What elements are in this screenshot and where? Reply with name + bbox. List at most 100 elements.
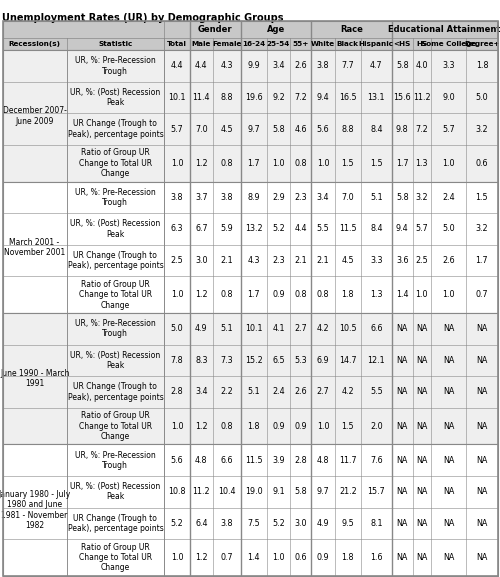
Text: 9.2: 9.2	[272, 93, 285, 102]
Bar	[66, 313, 164, 444]
Text: 1.5: 1.5	[476, 193, 488, 202]
Text: 5.2: 5.2	[170, 519, 183, 528]
Text: 6.6: 6.6	[220, 456, 233, 464]
Text: 8.3: 8.3	[195, 356, 207, 365]
Text: 11.4: 11.4	[192, 93, 210, 102]
Text: 7.3: 7.3	[220, 356, 233, 365]
Text: 3.7: 3.7	[195, 193, 207, 202]
Text: 2.4: 2.4	[272, 387, 285, 396]
Text: 2.1: 2.1	[220, 256, 233, 265]
Text: 0.8: 0.8	[220, 159, 233, 168]
Text: Degree+: Degree+	[464, 41, 500, 47]
Text: 6.3: 6.3	[170, 224, 183, 234]
Text: 7.2: 7.2	[416, 125, 428, 133]
Text: 3.3: 3.3	[442, 62, 455, 70]
Text: 4.1: 4.1	[272, 324, 284, 334]
Text: 4.6: 4.6	[294, 125, 307, 133]
Text: 0.9: 0.9	[272, 290, 285, 299]
Text: 4.4: 4.4	[294, 224, 307, 234]
Text: 4.4: 4.4	[170, 62, 183, 70]
Bar	[2, 50, 66, 182]
Text: 2.3: 2.3	[272, 256, 285, 265]
Text: 7.6: 7.6	[370, 456, 382, 464]
Text: 3.4: 3.4	[195, 387, 207, 396]
Text: NA: NA	[396, 356, 408, 365]
Text: NA: NA	[476, 553, 488, 562]
Text: Some College: Some College	[421, 41, 476, 47]
Text: NA: NA	[416, 356, 428, 365]
Text: 2.1: 2.1	[294, 256, 307, 265]
Text: HS: HS	[416, 41, 428, 47]
Text: Female: Female	[212, 41, 242, 47]
Text: 3.9: 3.9	[272, 456, 285, 464]
Text: UR, %: (Post) Recession
Peak: UR, %: (Post) Recession Peak	[70, 88, 160, 107]
Text: 3.8: 3.8	[220, 519, 233, 528]
Text: 1.0: 1.0	[170, 290, 183, 299]
Text: 19.6: 19.6	[245, 93, 262, 102]
Text: 3.4: 3.4	[272, 62, 284, 70]
Text: 2.6: 2.6	[294, 62, 307, 70]
Text: 1.0: 1.0	[170, 422, 183, 430]
Text: NA: NA	[396, 519, 408, 528]
Text: 4.4: 4.4	[195, 62, 207, 70]
Bar	[66, 50, 164, 182]
Bar	[2, 182, 498, 313]
Text: <HS: <HS	[394, 41, 411, 47]
Text: NA: NA	[396, 422, 408, 430]
Text: NA: NA	[416, 422, 428, 430]
Text: 5.9: 5.9	[220, 224, 233, 234]
Text: March 2001 -
November 2001: March 2001 - November 2001	[4, 238, 65, 257]
Text: 9.1: 9.1	[272, 487, 285, 496]
Text: 9.7: 9.7	[247, 125, 260, 133]
Text: 0.8: 0.8	[220, 290, 233, 299]
Text: 7.8: 7.8	[170, 356, 183, 365]
Text: 5.6: 5.6	[170, 456, 183, 464]
Text: 0.8: 0.8	[294, 290, 307, 299]
Text: 1.0: 1.0	[416, 290, 428, 299]
Text: NA: NA	[416, 387, 428, 396]
Bar	[2, 313, 66, 444]
Text: 4.7: 4.7	[370, 62, 382, 70]
Text: 8.9: 8.9	[248, 193, 260, 202]
Text: Male: Male	[192, 41, 211, 47]
Text: 1.6: 1.6	[370, 553, 382, 562]
Text: 5.0: 5.0	[476, 93, 488, 102]
Text: 16-24: 16-24	[242, 41, 265, 47]
Text: 1.2: 1.2	[195, 290, 207, 299]
Text: NA: NA	[476, 487, 488, 496]
Text: 5.7: 5.7	[170, 125, 183, 133]
Text: 1.2: 1.2	[195, 159, 207, 168]
Text: 2.7: 2.7	[316, 387, 330, 396]
Text: 5.8: 5.8	[396, 62, 408, 70]
Text: 0.6: 0.6	[476, 159, 488, 168]
Text: 1.0: 1.0	[170, 159, 183, 168]
Text: Ratio of Group UR
Change to Total UR
Change: Ratio of Group UR Change to Total UR Cha…	[79, 280, 152, 309]
Text: 6.9: 6.9	[316, 356, 330, 365]
Text: January 1980 - July
1980 and June
1981 - November
1982: January 1980 - July 1980 and June 1981 -…	[0, 490, 70, 530]
Text: 3.8: 3.8	[170, 193, 183, 202]
Text: 8.8: 8.8	[342, 125, 354, 133]
Bar	[2, 50, 498, 182]
Text: 9.9: 9.9	[247, 62, 260, 70]
Text: 10.5: 10.5	[339, 324, 356, 334]
Text: 13.2: 13.2	[245, 224, 262, 234]
Text: 4.8: 4.8	[195, 456, 207, 464]
Text: UR, %: Pre-Recession
Trough: UR, %: Pre-Recession Trough	[75, 319, 156, 339]
Text: 5.0: 5.0	[170, 324, 183, 334]
Text: 16.5: 16.5	[339, 93, 356, 102]
Text: White: White	[311, 41, 335, 47]
Text: 5.8: 5.8	[272, 125, 285, 133]
Text: 3.3: 3.3	[370, 256, 382, 265]
Text: Gender: Gender	[198, 25, 232, 34]
Text: 6.4: 6.4	[195, 519, 207, 528]
Text: 1.2: 1.2	[195, 422, 207, 430]
Text: 10.1: 10.1	[245, 324, 262, 334]
Text: 0.8: 0.8	[317, 290, 330, 299]
Text: NA: NA	[443, 487, 454, 496]
Text: Age: Age	[267, 25, 285, 34]
Text: 11.5: 11.5	[339, 224, 356, 234]
Text: 0.6: 0.6	[294, 553, 307, 562]
Text: NA: NA	[396, 387, 408, 396]
Text: 1.8: 1.8	[248, 422, 260, 430]
Bar	[2, 50, 498, 182]
